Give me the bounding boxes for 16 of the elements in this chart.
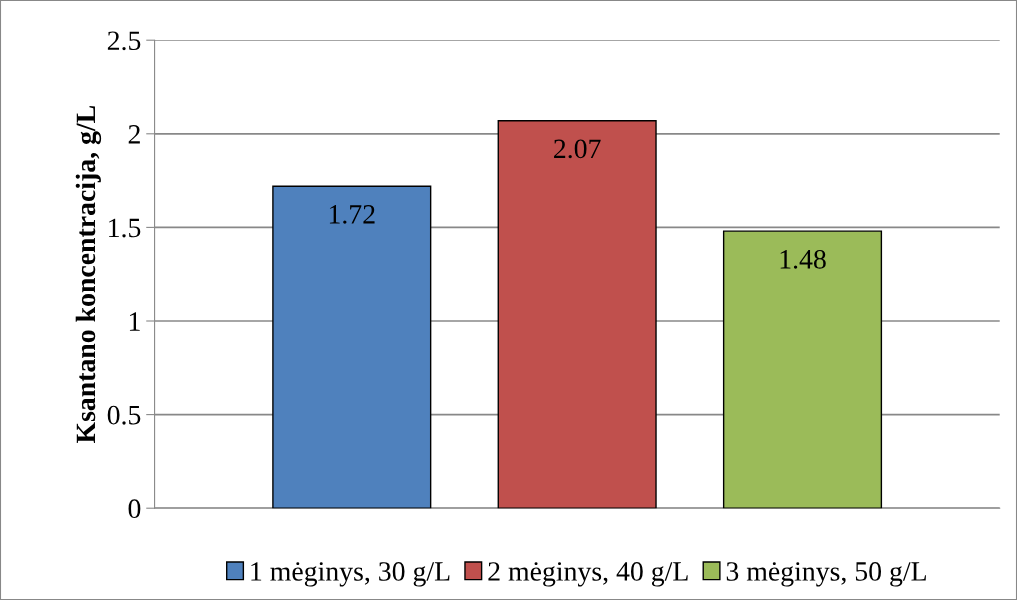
legend-label: 1 mėginys, 30 g/L	[251, 562, 450, 587]
y-tick-label: 2.5	[107, 31, 141, 51]
bar	[497, 120, 657, 509]
y-tick-label: 2	[128, 125, 140, 144]
y-tick-label: 1	[129, 312, 140, 331]
y-axis-title: Ksantano koncentracija, g/L	[75, 105, 102, 444]
data-label: 2.07	[554, 139, 601, 159]
legend-label: 3 mėginys, 50 g/L	[726, 562, 926, 587]
y-tick-label: 1.5	[109, 218, 141, 238]
legend-label: 2 mėginys, 40 g/L	[488, 562, 688, 587]
data-label: 1.72	[329, 205, 375, 224]
y-tick-label: 0.5	[107, 405, 141, 425]
bar	[722, 230, 883, 509]
y-tick-label: 0	[128, 499, 141, 519]
data-label: 1.48	[780, 249, 826, 269]
bar	[272, 185, 432, 509]
